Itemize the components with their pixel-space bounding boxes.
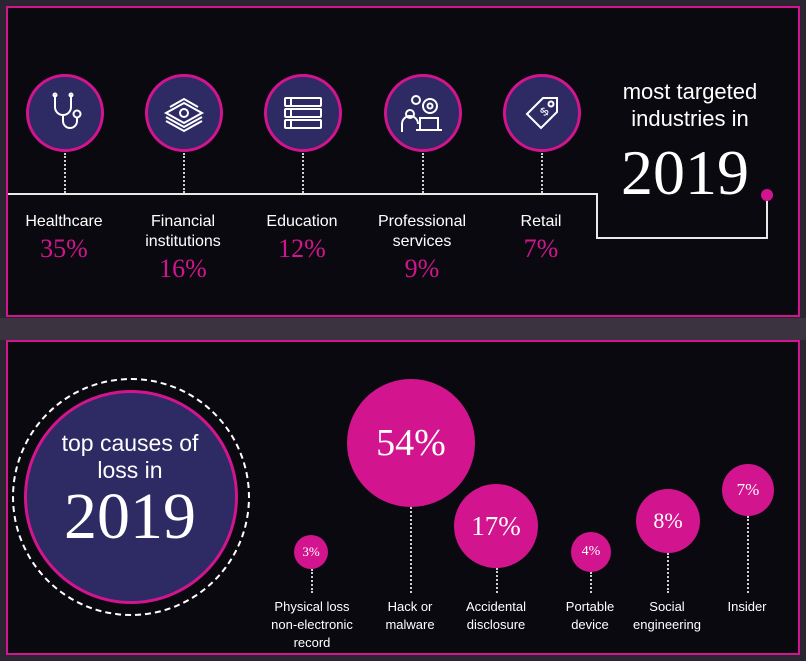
industry-value-education: 12% [278,234,326,263]
price-tag-icon: $ [503,74,581,152]
industries-heading: most targeted industries in [622,79,758,131]
industry-label-retail: Retail [520,213,562,230]
industry-label-professional: Professional services [377,213,467,250]
cause-label-physical-loss: Physical loss non-electronic record [271,599,353,650]
industry-value-healthcare: 35% [40,234,88,263]
cause-label-hack-malware: Hack or malware [385,599,435,632]
causes-year: 2019 [64,480,196,553]
industry-label-education: Education [266,213,338,230]
industries-panel [6,6,800,317]
dropline [667,553,669,593]
books-icon [264,74,342,152]
causes-heading-circle [24,390,238,604]
bubble-accidental-disclosure: 17% [454,484,538,568]
bubble-physical-loss: 3% [294,535,328,569]
bubble-portable-device: 4% [571,532,611,572]
connector-line-vertical [596,193,598,238]
industry-label-financial: Financial institutions [145,213,221,250]
dropline [311,569,313,593]
connector-line-horizontal [8,193,598,195]
dropline [747,516,749,593]
dropline [302,153,304,193]
industries-year: 2019 [621,137,749,208]
dropline [410,507,412,593]
dropline [496,568,498,593]
connector-line-riser [766,196,768,238]
year-dot [761,189,773,201]
industry-value-retail: 7% [523,234,559,263]
causes-heading: top causes of loss in [61,430,199,483]
money-stack-icon [145,74,223,152]
cause-label-social-engineering: Social engineering [633,599,701,632]
connector-line-lower [596,237,768,239]
dropline [590,572,592,593]
dropline [183,153,185,193]
cause-label-insider: Insider [727,599,767,614]
industry-value-financial: 16% [159,254,207,283]
dashed-ring [12,378,250,616]
bubble-social-engineering: 8% [636,489,700,553]
industry-label-healthcare: Healthcare [25,213,103,230]
bubble-insider: 7% [722,464,774,516]
industry-value-professional: 9% [404,254,440,283]
cause-label-portable-device: Portable device [565,599,615,632]
dropline [64,153,66,193]
cause-label-accidental-disclosure: Accidental disclosure [466,599,526,632]
dropline [541,153,543,193]
stethoscope-icon [26,74,104,152]
dropline [422,153,424,193]
bubble-hack-malware: 54% [347,379,475,507]
section-divider [0,318,806,340]
person-laptop-gears-icon [384,74,462,152]
